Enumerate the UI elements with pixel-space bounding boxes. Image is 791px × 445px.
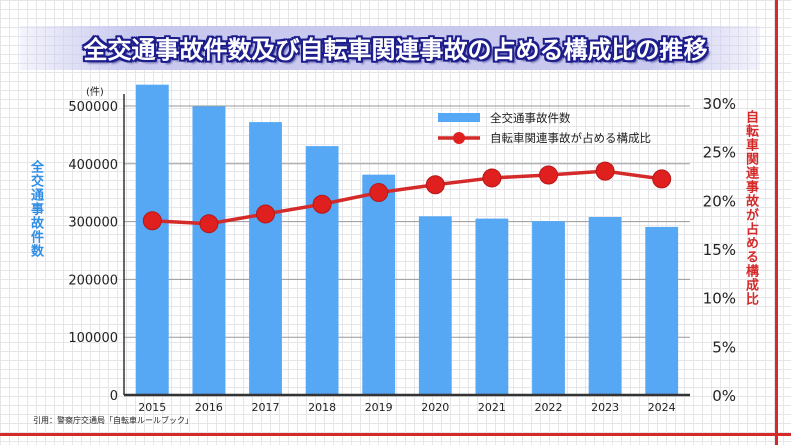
x-tick-label: 2016 [195, 401, 223, 414]
line-point-2020 [425, 175, 445, 195]
y-tick-label: 100000 [68, 331, 118, 346]
line-point-2024 [652, 169, 672, 189]
x-tick-label: 2015 [138, 401, 166, 414]
x-tick-label: 2017 [252, 401, 280, 414]
bar-2022 [532, 221, 565, 395]
line-point-2022 [539, 165, 558, 185]
y2-tick-label: 30% [703, 95, 736, 113]
line-point-2019 [369, 183, 389, 203]
y-tick-label: 500000 [68, 100, 118, 115]
x-tick-label: 2022 [535, 401, 563, 414]
y2-tick-label: 5% [712, 338, 736, 356]
x-tick-label: 2019 [365, 401, 393, 414]
legend-bar-label: 全交通事故件数 [490, 111, 571, 125]
title-band [20, 26, 760, 70]
legend-bar-swatch [438, 113, 480, 122]
y2-tick-label: 10% [703, 290, 736, 308]
bar-2016 [192, 106, 226, 395]
x-tick-label: 2021 [478, 401, 506, 414]
line-series [152, 169, 662, 226]
red-border-vertical [775, 0, 778, 445]
line-point-2021 [482, 168, 502, 188]
y-unit-label: (件) [86, 86, 104, 98]
y-axis-label-right: 自転車関連事故が占める構成比 [743, 110, 758, 306]
bar-2017 [249, 122, 282, 396]
y-tick-label: 300000 [68, 216, 118, 231]
bar-2024 [645, 226, 679, 395]
bar-2020 [418, 216, 452, 395]
y2-tick-label: 15% [703, 241, 736, 259]
bar-2018 [305, 146, 339, 395]
legend-line-label: 自転車関連事故が占める構成比 [490, 131, 651, 145]
y-axis-label-left: 全交通事故件数 [28, 160, 43, 258]
bar-2015 [135, 84, 169, 396]
legend-line-marker [453, 132, 465, 144]
bar-2021 [475, 218, 509, 395]
y2-tick-label: 0% [712, 387, 736, 405]
y2-tick-label: 25% [703, 144, 736, 162]
y-tick-label: 200000 [68, 273, 118, 288]
line-point-2016 [199, 214, 219, 234]
red-border-horizontal [0, 433, 791, 436]
line-point-2015 [142, 211, 162, 231]
x-tick-label: 2020 [421, 401, 449, 414]
bar-2023 [588, 217, 622, 395]
y-tick-label: 400000 [68, 158, 118, 173]
line-point-2018 [312, 194, 332, 214]
y-tick-label: 0 [110, 389, 118, 404]
x-tick-label: 2023 [591, 401, 619, 414]
y2-tick-label: 20% [703, 192, 736, 210]
source-note: 引用：警察庁交通局「自転車ルールブック」 [33, 416, 193, 425]
line-point-2017 [256, 204, 275, 224]
chart-title: 全交通事故件数及び自転車関連事故の占める構成比の推移 [83, 36, 708, 64]
line-point-2023 [595, 161, 615, 181]
bar-2019 [362, 174, 396, 395]
x-tick-label: 2024 [648, 401, 676, 414]
x-tick-label: 2018 [308, 401, 336, 414]
